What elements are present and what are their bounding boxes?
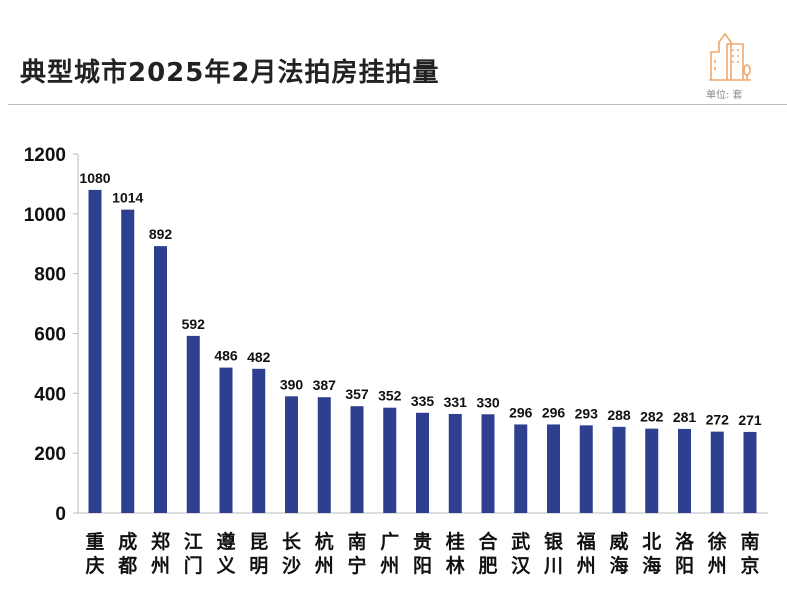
x-tick-label: 沙 (282, 555, 301, 577)
x-tick-label: 京 (740, 554, 759, 577)
unit-label: 单位: 套 (706, 90, 743, 101)
x-tick-label: 徐 (707, 530, 727, 553)
data-label: 272 (706, 412, 730, 428)
bar (743, 431, 757, 513)
y-tick-label: 1200 (24, 145, 66, 166)
bar (547, 424, 560, 513)
x-tick-label: 北 (642, 531, 661, 553)
x-tick-label: 门 (184, 554, 203, 577)
x-tick-label: 郑 (151, 531, 170, 553)
x-tick-label: 州 (708, 555, 727, 577)
y-tick-label: 800 (34, 265, 66, 286)
x-tick-label: 江 (184, 531, 203, 553)
bar (678, 428, 691, 513)
city-buildings-icon (707, 30, 753, 86)
data-label: 486 (214, 348, 238, 364)
data-label: 335 (411, 393, 435, 409)
data-label: 296 (542, 404, 566, 420)
x-tick-label: 肥 (478, 555, 497, 577)
data-label: 357 (345, 386, 369, 402)
bar (612, 426, 626, 513)
bar (285, 396, 298, 513)
data-label: 288 (607, 407, 631, 423)
y-tick-label: 1000 (24, 205, 66, 226)
x-tick-label: 福 (576, 530, 596, 553)
data-label: 331 (444, 394, 468, 410)
bar (121, 209, 135, 513)
bar (154, 246, 167, 514)
bar (481, 414, 495, 513)
bar (448, 413, 462, 513)
x-tick-label: 宁 (347, 554, 366, 577)
x-tick-label: 阳 (413, 555, 432, 577)
bar (416, 412, 429, 513)
x-tick-label: 明 (249, 555, 268, 577)
x-tick-label: 遵 (216, 530, 236, 553)
data-label: 387 (313, 377, 337, 393)
x-tick-label: 州 (315, 555, 334, 577)
bar (186, 335, 200, 513)
x-tick-label: 州 (577, 555, 596, 577)
x-tick-label: 合 (478, 530, 498, 553)
data-label: 1080 (79, 170, 110, 186)
x-tick-label: 义 (216, 555, 235, 577)
x-tick-label: 州 (151, 555, 170, 577)
bar (219, 367, 233, 513)
data-label: 390 (280, 376, 304, 392)
x-tick-label: 南 (740, 531, 759, 553)
chart-title: 典型城市2025年2月法拍房挂拍量 (20, 58, 440, 88)
data-label: 282 (640, 409, 664, 425)
x-tick-label: 州 (380, 555, 399, 577)
x-tick-label: 重 (85, 531, 104, 553)
x-tick-label: 洛 (675, 530, 695, 553)
x-tick-label: 南 (347, 531, 366, 553)
bar (88, 189, 102, 513)
x-tick-label: 威 (609, 530, 628, 553)
y-tick-label: 600 (34, 325, 66, 346)
x-tick-label: 海 (609, 554, 628, 577)
title-divider (8, 104, 787, 105)
data-label: 592 (182, 316, 206, 332)
data-label: 1014 (112, 190, 143, 206)
y-tick-label: 400 (34, 384, 66, 405)
x-tick-label: 桂 (445, 530, 465, 553)
x-tick-label: 海 (642, 554, 661, 577)
x-tick-label: 长 (282, 531, 302, 553)
data-label: 482 (247, 349, 271, 365)
x-tick-label: 广 (380, 530, 399, 553)
data-label: 296 (509, 404, 533, 420)
data-label: 352 (378, 388, 402, 404)
x-tick-label: 川 (543, 555, 563, 577)
bar (252, 368, 266, 513)
data-label: 892 (149, 226, 173, 242)
x-tick-label: 成 (118, 530, 137, 553)
x-tick-label: 贵 (413, 531, 432, 553)
data-label: 330 (476, 394, 500, 410)
x-tick-label: 庆 (85, 554, 104, 577)
bar (350, 406, 364, 513)
bar (645, 428, 659, 513)
bar (383, 407, 397, 513)
data-label: 293 (575, 405, 599, 421)
x-tick-label: 昆 (249, 531, 268, 553)
y-tick-label: 0 (55, 504, 66, 525)
bar (579, 425, 593, 513)
data-label: 281 (673, 409, 697, 425)
bar (710, 431, 724, 513)
x-tick-label: 阳 (675, 555, 694, 577)
x-tick-label: 武 (511, 531, 530, 553)
x-tick-label: 银 (544, 530, 564, 553)
x-tick-label: 杭 (315, 530, 334, 553)
bar (317, 397, 331, 513)
y-tick-label: 200 (34, 444, 66, 465)
x-tick-label: 都 (117, 555, 137, 577)
data-label: 271 (738, 412, 762, 428)
x-tick-label: 林 (446, 554, 465, 577)
x-tick-label: 汉 (511, 555, 531, 577)
bar (514, 424, 528, 513)
